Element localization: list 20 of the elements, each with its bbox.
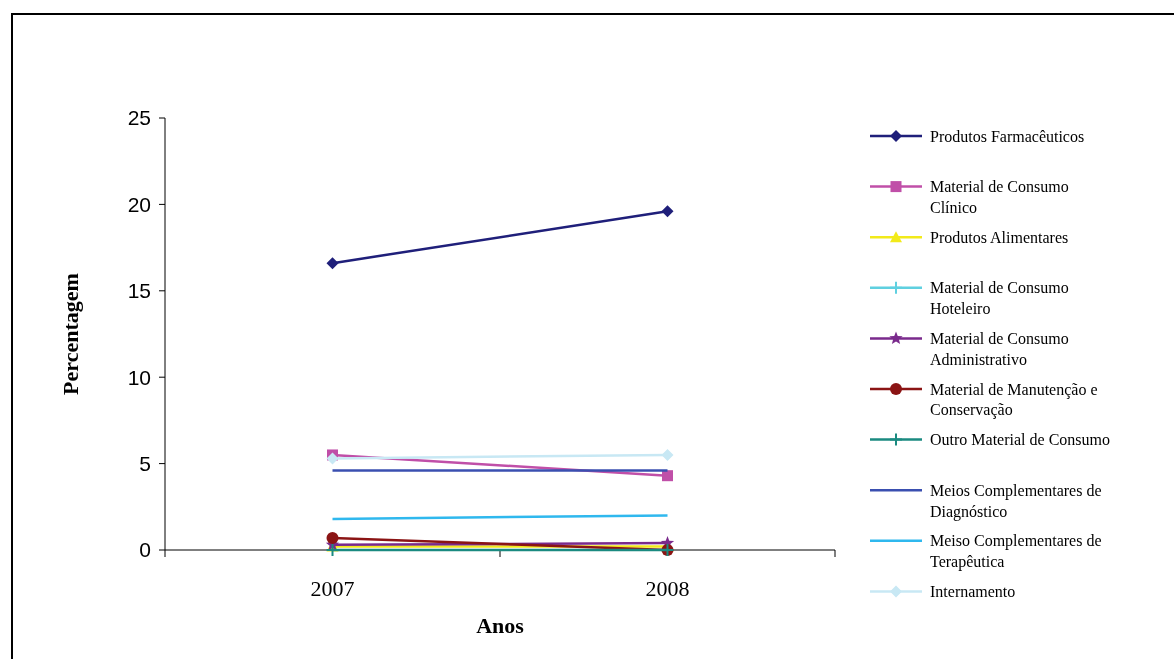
y-tick-label: 20 bbox=[127, 192, 151, 216]
legend-label: Material de Consumo Administrativo bbox=[930, 330, 1069, 368]
legend-label: Material de Consumo Clínico bbox=[930, 178, 1069, 216]
legend-label: Produtos Farmacêuticos bbox=[930, 127, 1085, 145]
legend-label: Meiso Complementares de Terapêutica bbox=[930, 532, 1102, 572]
y-tick-label: 0 bbox=[139, 538, 151, 562]
legend-label: Material de Manutenção e Conservação bbox=[930, 380, 1098, 420]
legend-label: Material de Consumo Hoteleiro bbox=[930, 279, 1069, 318]
legend-label: Outro Material de Consumo bbox=[930, 431, 1110, 449]
y-tick-label: 5 bbox=[139, 451, 151, 475]
y-tick-label: 25 bbox=[127, 106, 151, 130]
legend-label: Meios Complementares de Diagnóstico bbox=[930, 481, 1102, 521]
x-tick-label: 2008 bbox=[645, 576, 690, 601]
x-tick-label: 2007 bbox=[310, 576, 355, 601]
y-axis-title: Percentagem bbox=[58, 273, 83, 395]
y-tick-label: 10 bbox=[127, 365, 151, 389]
x-axis-title: Anos bbox=[476, 613, 525, 638]
y-tick-label: 15 bbox=[127, 279, 151, 303]
legend-label: Produtos Alimentares bbox=[930, 228, 1069, 246]
legend-label: Internamento bbox=[930, 583, 1016, 600]
